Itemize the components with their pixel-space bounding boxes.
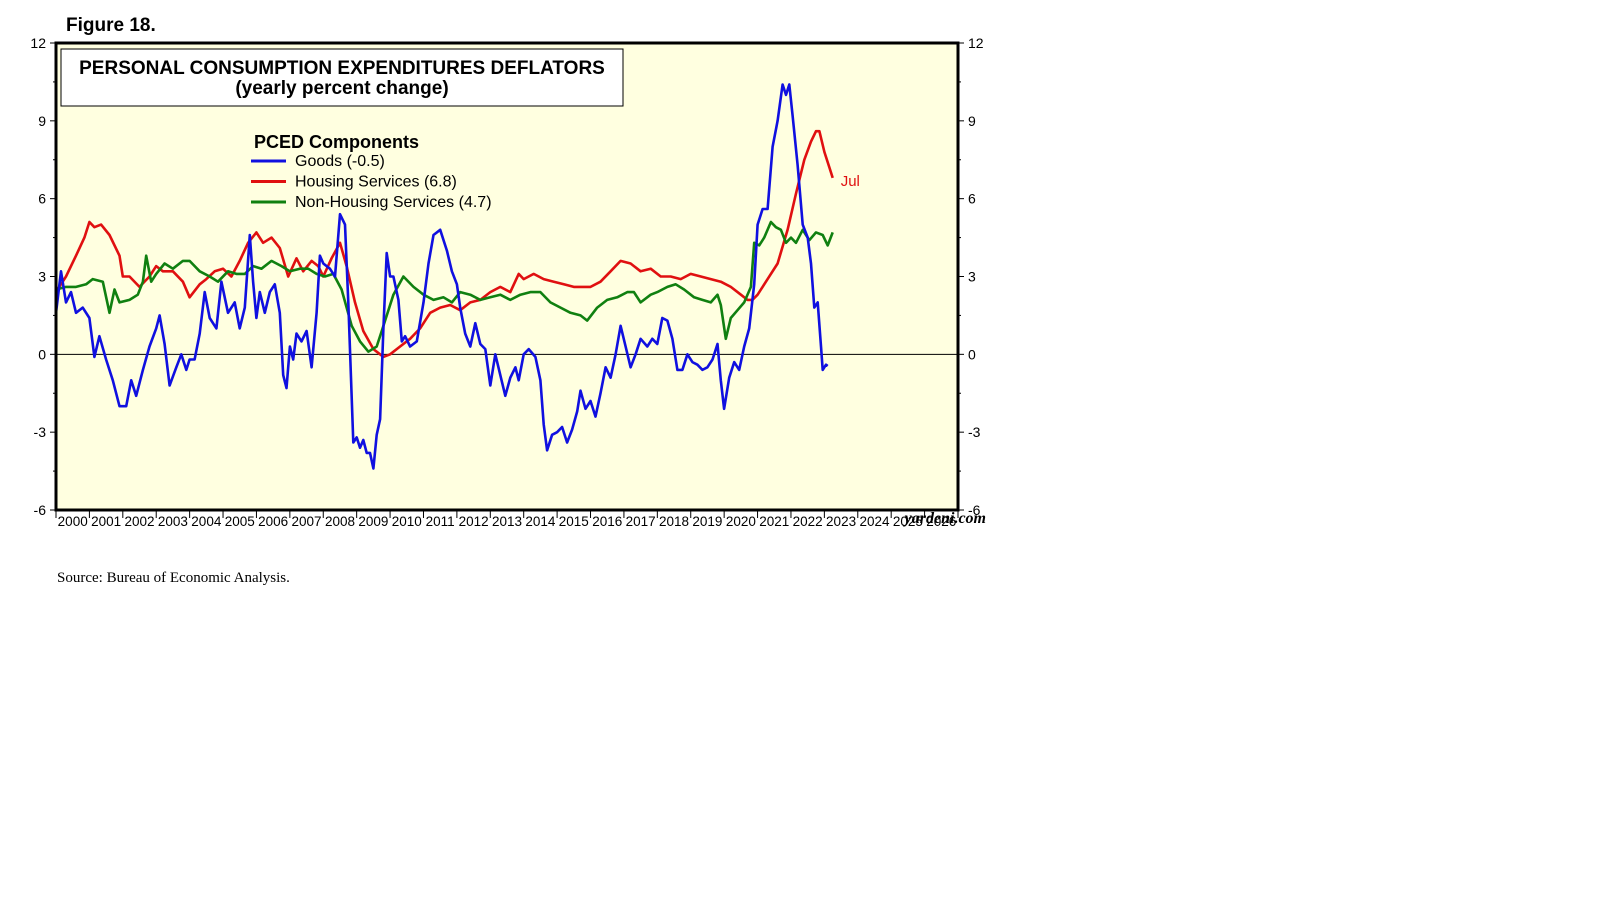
series-line-1	[54, 129, 834, 359]
x-tick-label: 2000	[58, 514, 88, 529]
y-axis-left: -6 -3 0 3 6 9 12	[30, 35, 56, 518]
x-tick-label: 2023	[826, 514, 856, 529]
plot-area	[56, 43, 958, 510]
x-tick-label: 2020	[726, 514, 756, 529]
x-tick-label: 2010	[392, 514, 422, 529]
x-tick-label: 2002	[124, 514, 154, 529]
title-box: PERSONAL CONSUMPTION EXPENDITURES DEFLAT…	[60, 48, 624, 107]
y-tick-label-left: 6	[38, 191, 46, 207]
y-axis-right: -6 -3 0 3 6 9 12	[958, 35, 984, 518]
x-tick-label: 2021	[759, 514, 789, 529]
x-axis: 2000 2001 2002 2003 2004 2005 2006 2007 2008 2009…	[55, 510, 959, 529]
y-tick-label-right: 9	[968, 113, 976, 129]
x-tick-label: 2026	[926, 514, 956, 529]
legend-label: Non-Housing Services (4.7)	[295, 194, 492, 211]
x-tick-label: 2007	[292, 514, 322, 529]
y-tick-label-left: -3	[34, 424, 47, 440]
y-tick-label-right: -6	[968, 502, 981, 518]
y-tick-label-left: 3	[38, 269, 46, 285]
x-tick-label: 2024	[859, 514, 890, 529]
x-tick-label: 2011	[426, 514, 455, 529]
series-line-0	[54, 83, 829, 470]
y-tick-label-right: 0	[968, 346, 976, 362]
y-tick-label-right: 6	[968, 191, 976, 207]
legend-title: PCED Components	[254, 132, 419, 152]
y-tick-label-left: 9	[38, 113, 46, 129]
watermark: yardeni.com	[903, 510, 986, 527]
x-tick-label: 2003	[158, 514, 188, 529]
x-tick-label: 2004	[191, 514, 222, 529]
legend: PCED Components Goods (-0.5) Housing Serv…	[251, 132, 492, 211]
x-tick-label: 2012	[459, 514, 489, 529]
x-tick-label: 2018	[659, 514, 689, 529]
x-tick-label: 2025	[893, 514, 923, 529]
x-tick-label: 2006	[258, 514, 288, 529]
legend-label: Housing Services (6.8)	[295, 174, 457, 191]
series-line-2	[55, 220, 834, 353]
x-tick-label: 2015	[559, 514, 589, 529]
source-note: Source: Bureau of Economic Analysis.	[57, 570, 290, 586]
x-tick-label: 2016	[592, 514, 622, 529]
plot-frame	[54, 41, 960, 512]
chart-subtitle: (yearly percent change)	[235, 78, 448, 99]
x-tick-label: 2005	[225, 514, 255, 529]
x-tick-label: 2009	[358, 514, 388, 529]
end-label-jul: Jul	[841, 173, 860, 190]
y-tick-label-right: -3	[968, 424, 981, 440]
figure-label: Figure 18.	[66, 15, 156, 36]
x-tick-label: 2001	[91, 514, 121, 529]
y-tick-label-left: 12	[30, 35, 46, 51]
x-tick-label: 2017	[626, 514, 656, 529]
y-tick-label-right: 3	[968, 269, 976, 285]
x-tick-label: 2019	[692, 514, 722, 529]
series-layer	[54, 83, 834, 470]
x-tick-label: 2022	[793, 514, 823, 529]
y-tick-label-right: 12	[968, 35, 984, 51]
y-tick-label-left: 0	[38, 346, 46, 362]
chart-title: PERSONAL CONSUMPTION EXPENDITURES DEFLAT…	[79, 58, 605, 79]
x-tick-label: 2014	[525, 514, 556, 529]
x-tick-label: 2008	[325, 514, 355, 529]
x-tick-label: 2013	[492, 514, 522, 529]
y-tick-label-left: -6	[34, 502, 47, 518]
legend-label: Goods (-0.5)	[295, 153, 385, 170]
